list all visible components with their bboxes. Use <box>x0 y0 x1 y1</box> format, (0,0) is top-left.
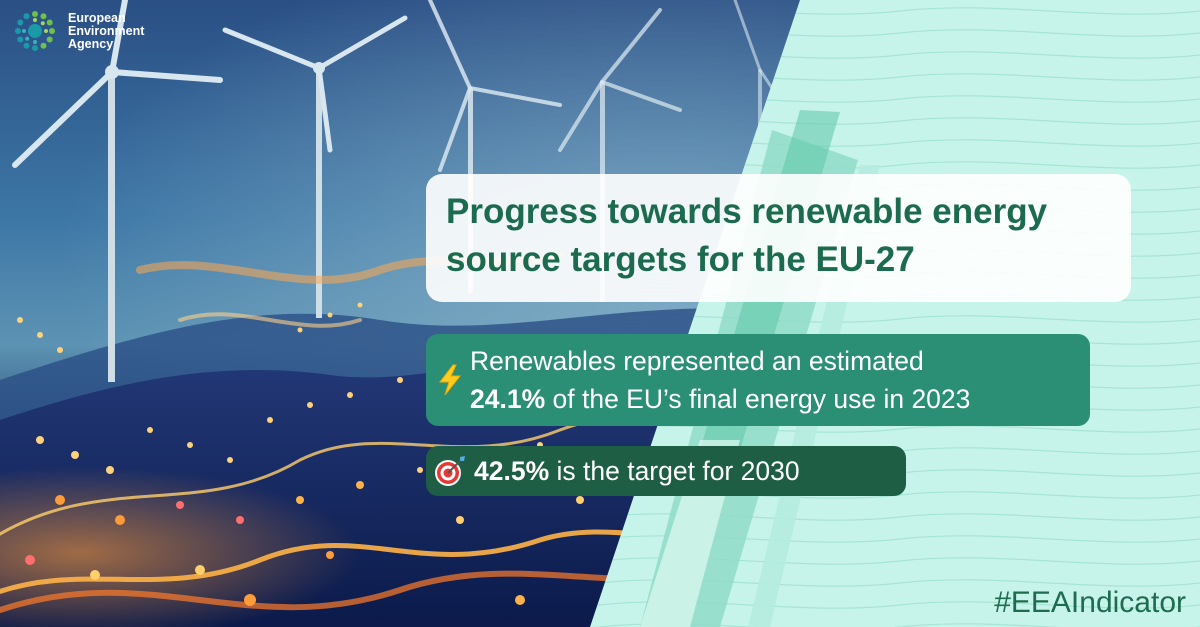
title-line-1: Progress towards renewable energy <box>446 192 1048 231</box>
logo-line-1: European <box>68 10 126 25</box>
bullseye-dart-icon <box>435 456 465 486</box>
eea-logo: European Environment Agency <box>12 8 144 54</box>
target-2030-text: 42.5% is the target for 2030 <box>474 456 800 487</box>
logo-line-3: Agency <box>68 36 114 51</box>
renewables-share-card: Renewables represented an estimated 24.1… <box>426 334 1090 426</box>
eea-sun-ring-icon <box>15 11 55 51</box>
stat-line-2: 24.1% of the EU’s final energy use in 20… <box>470 380 970 418</box>
target-2030-card: 42.5% is the target for 2030 <box>426 446 906 496</box>
stat-line-2-rest: of the EU’s final energy use in 2023 <box>545 384 971 414</box>
renewables-share-text: Renewables represented an estimated 24.1… <box>470 342 970 418</box>
light-dots <box>17 302 693 606</box>
stat-line-1: Renewables represented an estimated <box>470 346 924 376</box>
stat-value: 24.1% <box>470 384 546 414</box>
logo-line-2: Environment <box>68 23 145 38</box>
lightning-bolt-icon <box>438 364 462 396</box>
target-rest: is the target for 2030 <box>549 455 800 486</box>
hashtag: #EEAIndicator <box>994 586 1186 619</box>
eea-logo-text: European Environment Agency <box>68 10 145 51</box>
target-value: 42.5% <box>474 455 550 486</box>
title-line-2: source targets for the EU-27 <box>446 240 915 279</box>
title-card: Progress towards renewable energy source… <box>426 174 1131 302</box>
